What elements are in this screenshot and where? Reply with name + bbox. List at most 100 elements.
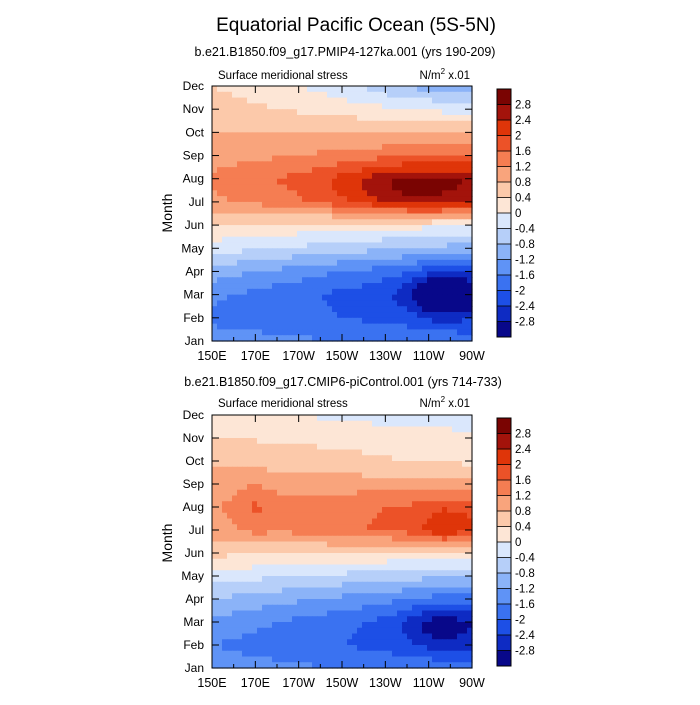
contour-cell — [417, 472, 423, 479]
colorbar-label: -0.8 — [515, 239, 535, 251]
contour-cell — [232, 484, 238, 491]
contour-cell — [382, 530, 388, 537]
contour-cell — [377, 616, 383, 623]
y-tick-label: Jan — [185, 334, 204, 348]
contour-cell — [302, 432, 308, 439]
contour-cell — [417, 97, 423, 104]
contour-cell — [387, 455, 393, 462]
contour-cell — [257, 178, 263, 186]
contour-cell — [402, 535, 408, 543]
contour-cell — [302, 443, 308, 451]
contour-cell — [267, 288, 273, 296]
contour-cell — [282, 604, 288, 612]
contour-cell — [422, 138, 428, 145]
contour-cell — [382, 650, 388, 658]
contour-cell — [372, 91, 378, 99]
contour-cell — [392, 230, 398, 238]
contour-cell — [397, 530, 403, 537]
contour-cell — [367, 277, 373, 284]
contour-cell — [247, 259, 253, 267]
contour-cell — [312, 616, 318, 623]
contour-cell — [292, 656, 298, 663]
contour-cell — [332, 576, 338, 583]
contour-cell — [462, 656, 468, 663]
contour-cell — [442, 633, 448, 640]
contour-cell — [327, 599, 333, 606]
contour-cell — [227, 317, 233, 325]
contour-cell — [372, 283, 378, 290]
contour-cell — [252, 277, 258, 284]
contour-cell — [272, 167, 278, 174]
contour-cell — [457, 161, 463, 168]
contour-cell — [307, 581, 313, 589]
contour-cell — [292, 461, 298, 468]
contour-cell — [302, 415, 308, 422]
contour-cell — [287, 242, 293, 249]
contour-cell — [297, 236, 303, 244]
contour-cell — [237, 271, 243, 278]
contour-cell — [297, 248, 303, 255]
contour-cell — [337, 230, 343, 238]
contour-cell — [302, 201, 308, 209]
contour-cell — [307, 109, 313, 116]
contour-cell — [342, 541, 348, 548]
contour-cell — [307, 288, 313, 296]
contour-cell — [457, 570, 463, 577]
contour-cell — [427, 415, 433, 422]
contour-cell — [402, 530, 408, 537]
contour-cell — [377, 461, 383, 468]
contour-cell — [382, 432, 388, 439]
contour-cell — [217, 547, 223, 554]
contour-cell — [352, 271, 358, 278]
contour-cell — [357, 323, 363, 331]
contour-cell — [277, 616, 283, 623]
contour-cell — [237, 97, 243, 104]
contour-cell — [442, 656, 448, 663]
contour-cell — [272, 294, 278, 302]
contour-cell — [327, 196, 333, 203]
contour-cell — [347, 455, 353, 462]
contour-cell — [442, 484, 448, 491]
contour-cell — [342, 196, 348, 203]
contour-cell — [227, 91, 233, 99]
contour-cell — [242, 512, 248, 520]
contour-cell — [387, 633, 393, 640]
contour-cell — [427, 277, 433, 284]
contour-cell — [252, 633, 258, 640]
contour-cell — [247, 248, 253, 255]
contour-cell — [327, 570, 333, 577]
contour-cell — [407, 312, 413, 319]
colorbar-label: 2.4 — [515, 115, 532, 127]
contour-cell — [407, 97, 413, 104]
contour-cell — [232, 103, 238, 110]
contour-cell — [457, 201, 463, 209]
contour-cell — [232, 277, 238, 284]
contour-cell — [367, 564, 373, 571]
contour-cell — [262, 317, 268, 325]
contour-cell — [452, 120, 458, 128]
contour-cell — [377, 415, 383, 422]
contour-cell — [257, 622, 263, 629]
contour-cell — [352, 294, 358, 302]
contour-cell — [387, 461, 393, 468]
contour-cell — [322, 461, 328, 468]
contour-cell — [262, 167, 268, 174]
contour-cell — [222, 656, 228, 663]
contour-cell — [362, 587, 368, 594]
contour-cell — [212, 587, 218, 594]
contour-cell — [352, 604, 358, 612]
contour-cell — [342, 97, 348, 104]
contour-cell — [372, 415, 378, 422]
contour-cell — [257, 645, 263, 652]
contour-cell — [332, 306, 338, 313]
contour-cell — [297, 230, 303, 238]
contour-cell — [247, 271, 253, 278]
contour-cell — [357, 518, 363, 525]
contour-cell — [462, 581, 468, 589]
contour-cell — [347, 312, 353, 319]
contour-cell — [227, 587, 233, 594]
contour-cell — [387, 438, 393, 445]
contour-cell — [302, 507, 308, 514]
contour-cell — [437, 541, 443, 548]
